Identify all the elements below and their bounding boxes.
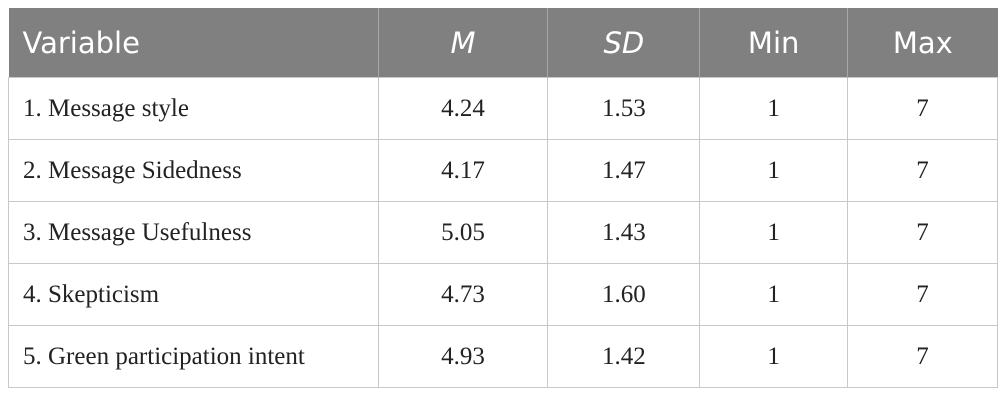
cell: 1 [699, 263, 849, 326]
cell: 4.17 [377, 139, 549, 202]
cell: 5.05 [377, 201, 549, 264]
header-cell: Max [847, 8, 998, 78]
cell: 1 [699, 139, 849, 202]
cell: 7 [847, 263, 998, 326]
cell: 7 [847, 77, 998, 140]
cell: 1 [699, 325, 849, 388]
header-cell: Variable [8, 8, 379, 78]
cell: 7 [847, 201, 998, 264]
cell: 1.53 [547, 77, 701, 140]
row-label: 3. Message Usefulness [8, 201, 379, 264]
header-row: Variable M SD Min Max [8, 8, 998, 78]
table-row: 2. Message Sidedness 4.17 1.47 1 7 [8, 139, 998, 202]
cell: 1.60 [547, 263, 701, 326]
cell: 7 [847, 139, 998, 202]
header-cell: SD [547, 8, 700, 78]
cell: 1 [699, 201, 849, 264]
table-row: 4. Skepticism 4.73 1.60 1 7 [8, 263, 998, 326]
cell: 4.73 [377, 263, 549, 326]
cell: 1.47 [547, 139, 701, 202]
header-cell: M [377, 8, 548, 78]
cell: 1.43 [547, 201, 701, 264]
stats-table: Variable M SD Min Max 1. Message style 4.24 1.… [8, 8, 998, 388]
row-label: 2. Message Sidedness [8, 139, 379, 202]
table-row: 1. Message style 4.24 1.53 1 7 [8, 77, 998, 140]
header-cell: Min [699, 8, 848, 78]
table-row: 3. Message Usefulness 5.05 1.43 1 7 [8, 201, 998, 264]
row-label: 5. Green participation intent [8, 325, 379, 388]
cell: 7 [847, 325, 998, 388]
cell: 1 [699, 77, 849, 140]
cell: 4.24 [377, 77, 549, 140]
cell: 1.42 [547, 325, 701, 388]
row-label: 4. Skepticism [8, 263, 379, 326]
cell: 4.93 [377, 325, 549, 388]
row-label: 1. Message style [8, 77, 379, 140]
table-row: 5. Green participation intent 4.93 1.42 1 7 [8, 325, 998, 388]
table-body: 1. Message style 4.24 1.53 1 7 2. Message Sid… [8, 77, 998, 388]
